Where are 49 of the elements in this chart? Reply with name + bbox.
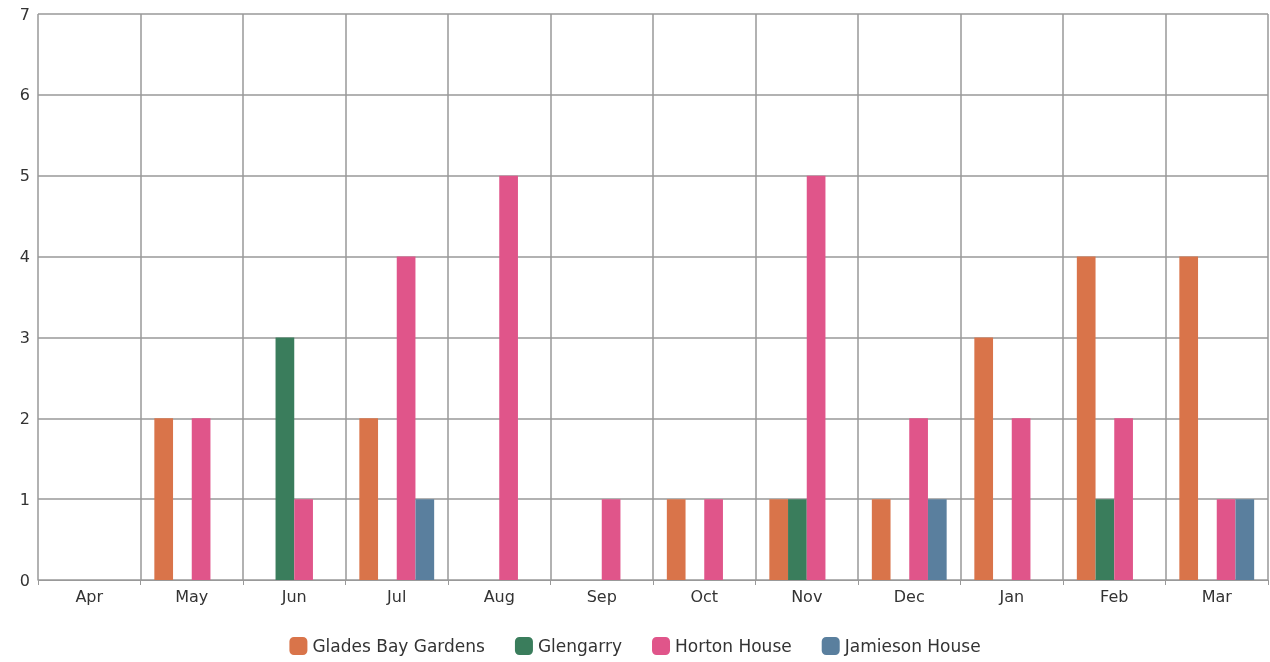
bar — [1095, 499, 1115, 580]
bar — [909, 418, 928, 580]
y-tick-label: 6 — [19, 85, 30, 105]
y-tick-label: 4 — [19, 247, 30, 267]
x-tick-label: Jul — [386, 586, 407, 606]
bar — [1076, 256, 1096, 580]
x-tick-label: Oct — [690, 586, 719, 606]
x-tick-label: Mar — [1201, 586, 1233, 606]
legend-label: Jamieson House — [843, 636, 981, 656]
bar — [704, 499, 723, 580]
bar — [191, 418, 211, 580]
bar — [788, 499, 807, 580]
y-tick-label: 2 — [19, 408, 30, 428]
bar — [1179, 256, 1199, 580]
y-tick-label: 7 — [19, 4, 30, 24]
bar — [154, 418, 174, 580]
legend-label: Glades Bay Gardens — [312, 636, 486, 656]
x-tick-label: Feb — [1100, 586, 1129, 606]
bar — [769, 499, 789, 580]
legend-label: Horton House — [675, 636, 792, 656]
bar — [1216, 499, 1236, 580]
bar — [275, 337, 295, 580]
y-tick-label: 1 — [19, 489, 30, 509]
bar — [806, 175, 826, 580]
x-tick-label: Dec — [893, 586, 925, 606]
x-tick-label: Jan — [998, 586, 1025, 606]
bar — [974, 337, 994, 580]
x-tick-label: Aug — [483, 586, 515, 606]
x-tick-label: Nov — [791, 586, 823, 606]
x-tick-label: May — [175, 586, 209, 606]
bar — [1114, 418, 1133, 580]
y-tick-label: 0 — [19, 570, 30, 590]
bar — [415, 499, 435, 580]
y-tick-label: 5 — [19, 166, 30, 186]
bar — [601, 499, 621, 580]
bar — [396, 256, 416, 580]
bar — [927, 499, 947, 580]
legend-label: Glengarry — [537, 636, 623, 656]
bar — [1235, 499, 1255, 580]
bar — [359, 418, 379, 580]
x-tick-label: Sep — [586, 586, 617, 606]
bar — [1011, 418, 1031, 580]
bar — [666, 499, 686, 580]
y-tick-label: 3 — [19, 327, 30, 347]
bar — [871, 499, 891, 580]
x-tick-label: Jun — [280, 586, 307, 606]
x-tick-label: Apr — [75, 586, 104, 606]
bar — [499, 175, 518, 580]
bar — [294, 499, 313, 580]
